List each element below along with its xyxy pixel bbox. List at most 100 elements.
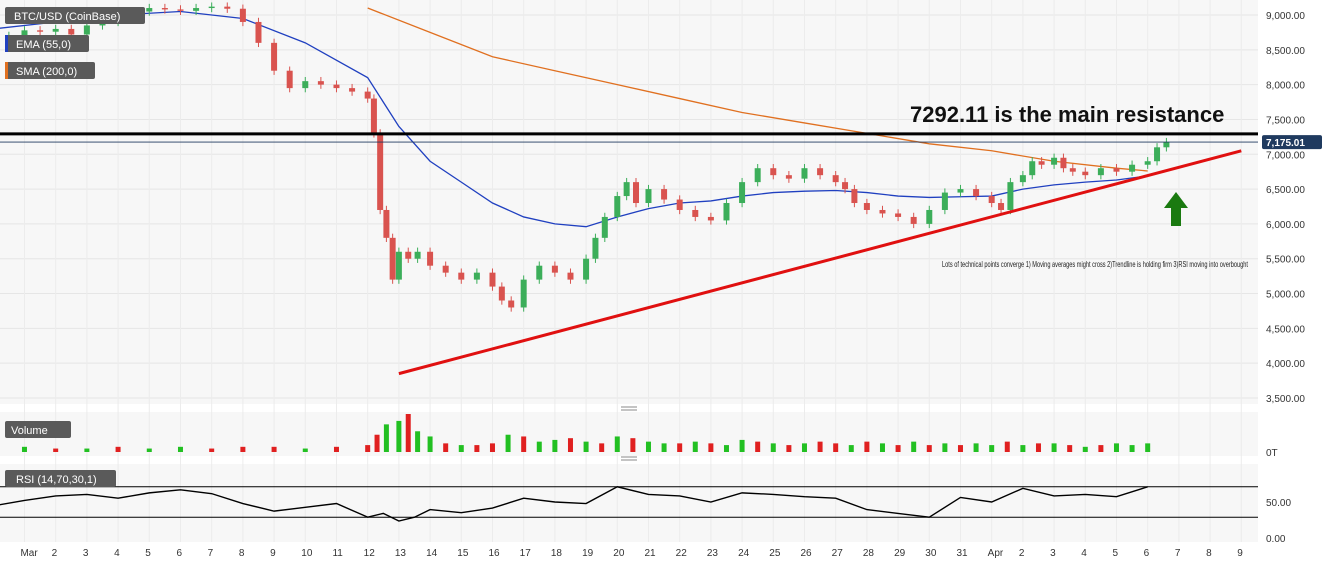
volume-bar — [333, 446, 339, 452]
volume-bar — [739, 439, 745, 452]
candle-body — [508, 300, 515, 308]
candle-body — [389, 237, 396, 280]
time-tick-label: 11 — [332, 548, 343, 559]
candle-body — [1029, 161, 1036, 176]
time-tick-label: 20 — [613, 548, 625, 559]
candle-body — [633, 182, 639, 204]
candle-body — [723, 203, 730, 221]
candle-body — [926, 209, 933, 224]
volume-bar — [989, 445, 995, 452]
volume-bar — [677, 443, 683, 452]
time-tick-label: 6 — [1144, 548, 1150, 559]
candle-body — [910, 216, 917, 224]
volume-bar — [374, 434, 380, 452]
candle-body — [1129, 164, 1136, 172]
volume-bar — [895, 445, 901, 452]
time-tick-label: 31 — [956, 548, 968, 559]
candle-body — [395, 251, 402, 280]
price-tick-label: 8,000.00 — [1266, 81, 1305, 92]
candle-body — [1007, 182, 1014, 210]
time-tick-label: 15 — [457, 548, 469, 559]
analysis-note: Lots of technical points converge 1) Mov… — [942, 260, 1249, 269]
candle-body — [1060, 157, 1067, 169]
candle-body — [146, 8, 153, 12]
volume-bar — [1004, 441, 1010, 452]
volume-bar — [770, 443, 776, 452]
time-tick-label: 19 — [582, 548, 594, 559]
volume-bar — [1020, 445, 1026, 452]
candle-body — [405, 251, 412, 259]
volume-bar — [614, 436, 620, 452]
volume-bar — [240, 446, 246, 452]
candle-body — [302, 81, 309, 89]
legend-symbol[interactable]: BTC/USD (CoinBase) — [5, 7, 145, 24]
ema-line — [0, 10, 1148, 228]
sma-path — [367, 7, 1148, 172]
legend-sma[interactable]: SMA (200,0) — [5, 62, 95, 79]
candle-body — [957, 189, 964, 193]
price-tick-label: 7,000.00 — [1266, 150, 1305, 161]
time-tick-label: 4 — [1081, 548, 1087, 559]
candle-body — [785, 175, 792, 179]
candle-body — [842, 182, 849, 190]
price-axis: 9,000.00 8,500.00 8,000.00 7,500.00 7,000.00… — [1266, 11, 1305, 545]
volume-label: Volume — [11, 425, 48, 437]
candle-body — [1019, 175, 1026, 183]
candle-body — [770, 168, 777, 176]
time-tick-label: 25 — [769, 548, 781, 559]
time-tick-label: 7 — [1175, 548, 1181, 559]
candle-body — [349, 88, 356, 92]
pane-resize-handle-volume[interactable] — [621, 406, 637, 411]
up-arrow-icon — [1164, 192, 1188, 226]
volume-bar — [505, 434, 511, 452]
candle-body — [832, 175, 839, 183]
price-tick-label: 8,500.00 — [1266, 46, 1305, 57]
legend-volume[interactable]: Volume — [5, 421, 71, 438]
candle-body — [1082, 171, 1089, 176]
time-tick-label: 6 — [176, 548, 182, 559]
candle-body — [370, 98, 377, 134]
volume-bar — [692, 441, 698, 452]
sma-label: SMA (200,0) — [16, 66, 77, 78]
legend-ema[interactable]: EMA (55,0) — [5, 35, 89, 52]
volume-bar — [474, 445, 480, 452]
volume-bar — [833, 443, 839, 452]
time-tick-label: 5 — [145, 548, 151, 559]
time-tick-label: 9 — [270, 548, 276, 559]
candle-body — [473, 272, 480, 280]
candle-body — [193, 8, 200, 11]
time-tick-label: 27 — [832, 548, 844, 559]
resistance-annotation: 7292.11 is the main resistance — [910, 102, 1224, 127]
candle-body — [377, 133, 384, 210]
candle-body — [895, 213, 902, 217]
time-tick-label: Apr — [988, 548, 1004, 559]
volume-bar — [599, 443, 605, 452]
candle-body — [879, 209, 886, 214]
candle-body — [1069, 168, 1076, 172]
candle-body — [567, 272, 574, 280]
volume-bar — [926, 445, 932, 452]
candle-body — [208, 6, 215, 9]
trendline — [398, 149, 1242, 376]
candle-body — [83, 25, 90, 35]
volume-bar — [708, 443, 714, 452]
time-tick-label: 8 — [239, 548, 245, 559]
candle-body — [988, 196, 995, 204]
pane-resize-handle-rsi[interactable] — [621, 456, 637, 461]
price-tick-label: 4,500.00 — [1266, 324, 1305, 335]
candle-body — [271, 42, 278, 71]
time-tick-label: 10 — [301, 548, 313, 559]
time-tick-label: 18 — [551, 548, 563, 559]
legend-rsi[interactable]: RSI (14,70,30,1) — [5, 470, 116, 487]
volume-bar — [942, 443, 948, 452]
volume-bar — [396, 420, 402, 452]
candle-body — [239, 8, 246, 22]
volume-bar — [1113, 443, 1119, 452]
price-tick-label: 5,000.00 — [1266, 290, 1305, 301]
candle-body — [707, 216, 714, 221]
candle-body — [998, 203, 1005, 210]
volume-bar — [848, 445, 854, 452]
candle-body — [551, 265, 558, 273]
candle-body — [414, 251, 421, 259]
